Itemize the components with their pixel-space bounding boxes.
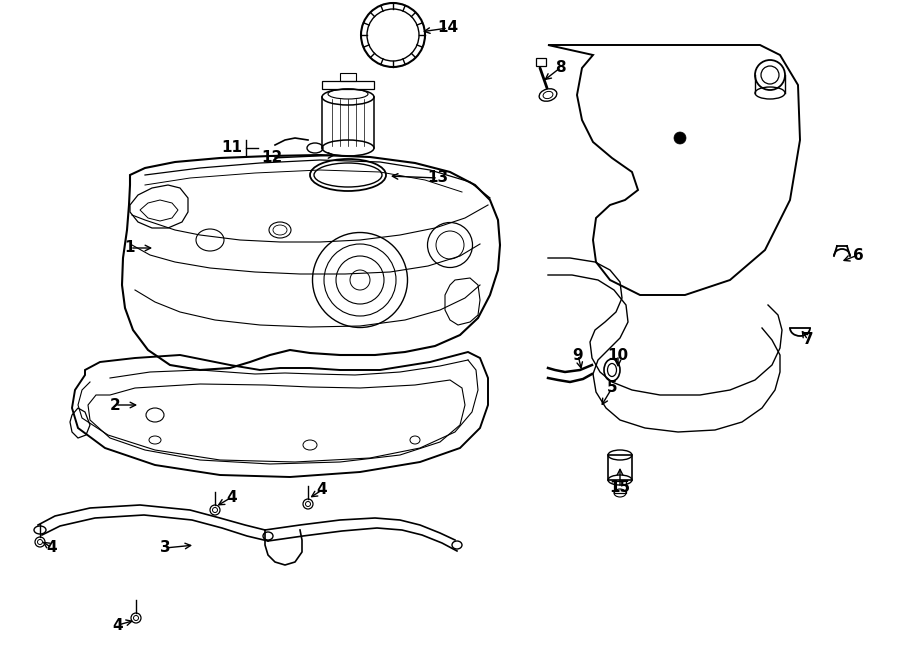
Text: 2: 2 bbox=[110, 397, 121, 412]
Text: 14: 14 bbox=[437, 20, 459, 36]
Text: 4: 4 bbox=[112, 617, 123, 633]
Text: 15: 15 bbox=[609, 481, 631, 496]
Text: 11: 11 bbox=[221, 141, 242, 155]
Bar bbox=[608, 455, 632, 480]
Text: 8: 8 bbox=[554, 61, 565, 75]
Text: 4: 4 bbox=[47, 541, 58, 555]
Bar bbox=[536, 58, 546, 66]
Text: 12: 12 bbox=[261, 151, 283, 165]
Text: 5: 5 bbox=[607, 381, 617, 395]
Text: 10: 10 bbox=[608, 348, 628, 362]
Text: 6: 6 bbox=[852, 247, 863, 262]
Text: 3: 3 bbox=[159, 541, 170, 555]
Text: 1: 1 bbox=[125, 241, 135, 256]
Text: 4: 4 bbox=[227, 490, 238, 504]
Circle shape bbox=[674, 132, 686, 144]
Text: 7: 7 bbox=[803, 332, 814, 348]
Text: 4: 4 bbox=[317, 483, 328, 498]
Bar bbox=[322, 81, 374, 89]
Text: 13: 13 bbox=[428, 171, 448, 186]
Bar bbox=[614, 481, 626, 493]
Text: 9: 9 bbox=[572, 348, 583, 362]
Bar bbox=[340, 73, 356, 81]
